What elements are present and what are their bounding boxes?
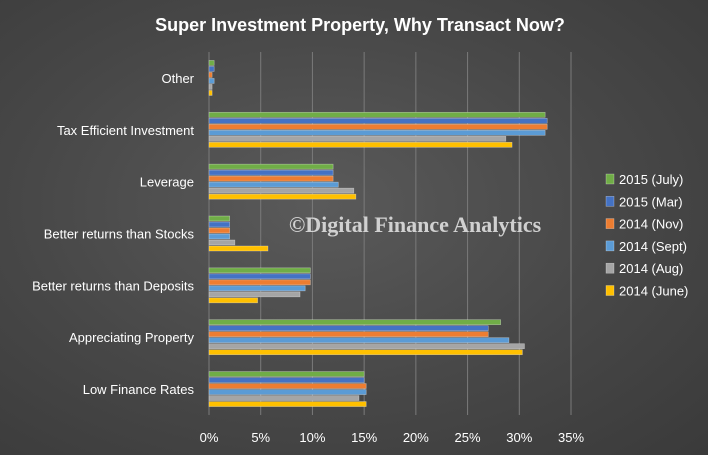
category-label: Low Finance Rates bbox=[83, 382, 195, 397]
bar bbox=[208, 233, 230, 240]
bar bbox=[208, 325, 489, 332]
legend-swatch bbox=[605, 240, 615, 252]
bar bbox=[208, 111, 546, 118]
bar bbox=[208, 343, 525, 350]
x-tick-label: 25% bbox=[455, 430, 481, 445]
bar bbox=[208, 371, 365, 377]
bar bbox=[208, 215, 230, 222]
bar bbox=[208, 279, 311, 286]
x-tick-label: 35% bbox=[558, 430, 584, 445]
bar bbox=[208, 175, 334, 182]
bar bbox=[208, 395, 360, 401]
bar bbox=[208, 187, 355, 194]
bar bbox=[208, 349, 523, 356]
legend-swatch bbox=[605, 285, 615, 296]
watermark: ©Digital Finance Analytics bbox=[289, 212, 542, 237]
bar bbox=[208, 123, 548, 130]
bar bbox=[208, 193, 357, 200]
bar bbox=[208, 389, 367, 395]
legend: 2015 (July) 2015 (Mar) 2014 (Nov) 2014 (Sep… bbox=[605, 172, 688, 299]
x-axis-tick-labels: 0% 5% 10% 15% 20% 25% 30% 35% bbox=[200, 430, 585, 445]
category-label: Appreciating Property bbox=[69, 330, 195, 345]
bar bbox=[208, 383, 367, 389]
bar bbox=[208, 297, 258, 304]
category-label: Tax Efficient Investment bbox=[57, 123, 194, 138]
bar bbox=[208, 245, 269, 252]
legend-swatch bbox=[605, 196, 615, 207]
bar bbox=[208, 221, 230, 228]
bar bbox=[208, 60, 215, 66]
bar bbox=[208, 331, 489, 338]
x-tick-label: 5% bbox=[251, 430, 270, 445]
legend-label: 2014 (Nov) bbox=[619, 217, 683, 232]
bar bbox=[208, 66, 215, 72]
bar bbox=[208, 285, 306, 292]
bar bbox=[208, 163, 334, 170]
legend-swatch bbox=[605, 262, 615, 274]
x-tick-label: 15% bbox=[351, 430, 377, 445]
bar bbox=[208, 117, 548, 124]
bar bbox=[208, 135, 507, 142]
bar bbox=[208, 267, 311, 274]
bar bbox=[208, 377, 365, 383]
x-tick-label: 10% bbox=[299, 430, 325, 445]
bar bbox=[208, 227, 230, 234]
legend-swatch bbox=[605, 173, 615, 185]
category-label: Leverage bbox=[140, 175, 194, 190]
bar bbox=[208, 141, 513, 148]
bar bbox=[208, 239, 236, 246]
bar bbox=[208, 319, 501, 326]
bar bbox=[208, 181, 339, 188]
bar bbox=[208, 72, 213, 78]
bar bbox=[208, 129, 546, 136]
legend-swatch bbox=[605, 218, 615, 229]
category-labels: Other Tax Efficient Investment Leverage Bet… bbox=[32, 71, 195, 397]
category-label: Better returns than Stocks bbox=[44, 227, 195, 242]
legend-label: 2014 (Sept) bbox=[619, 239, 687, 254]
category-label: Better returns than Deposits bbox=[32, 278, 194, 293]
bar bbox=[208, 84, 213, 90]
category-label: Other bbox=[161, 71, 194, 86]
bar bbox=[208, 273, 311, 280]
bars-group bbox=[208, 60, 548, 407]
chart-title: Super Investment Property, Why Transact … bbox=[155, 15, 565, 35]
bar bbox=[208, 169, 334, 176]
bar bbox=[208, 78, 215, 84]
bar bbox=[208, 90, 213, 96]
x-tick-label: 0% bbox=[200, 430, 219, 445]
bar bbox=[208, 337, 510, 344]
bar bbox=[208, 401, 367, 407]
legend-label: 2015 (July) bbox=[619, 172, 683, 187]
legend-label: 2015 (Mar) bbox=[619, 194, 683, 209]
x-tick-label: 20% bbox=[403, 430, 429, 445]
legend-label: 2014 (June) bbox=[619, 284, 688, 299]
legend-label: 2014 (Aug) bbox=[619, 261, 683, 276]
bar bbox=[208, 291, 301, 298]
x-tick-label: 30% bbox=[506, 430, 532, 445]
